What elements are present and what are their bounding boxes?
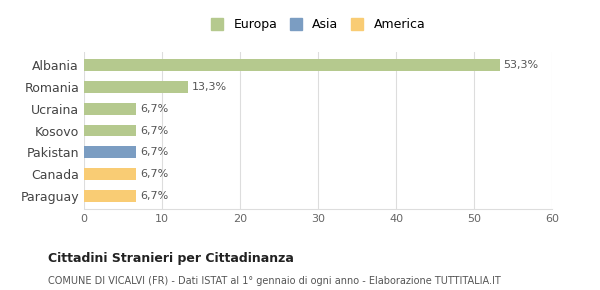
Bar [84, 146, 136, 158]
Text: 6,7%: 6,7% [140, 191, 169, 201]
Text: 6,7%: 6,7% [140, 126, 169, 135]
Legend: Europa, Asia, America: Europa, Asia, America [207, 14, 429, 35]
Bar [84, 124, 136, 137]
Bar [84, 81, 188, 93]
Text: 53,3%: 53,3% [503, 60, 539, 70]
Text: Cittadini Stranieri per Cittadinanza: Cittadini Stranieri per Cittadinanza [48, 252, 294, 265]
Text: 6,7%: 6,7% [140, 147, 169, 157]
Text: COMUNE DI VICALVI (FR) - Dati ISTAT al 1° gennaio di ogni anno - Elaborazione TU: COMUNE DI VICALVI (FR) - Dati ISTAT al 1… [48, 276, 501, 285]
Text: 13,3%: 13,3% [191, 82, 227, 92]
Bar [84, 103, 136, 115]
Bar [84, 59, 500, 71]
Text: 6,7%: 6,7% [140, 104, 169, 114]
Bar [84, 190, 136, 202]
Text: 6,7%: 6,7% [140, 169, 169, 179]
Bar [84, 168, 136, 180]
